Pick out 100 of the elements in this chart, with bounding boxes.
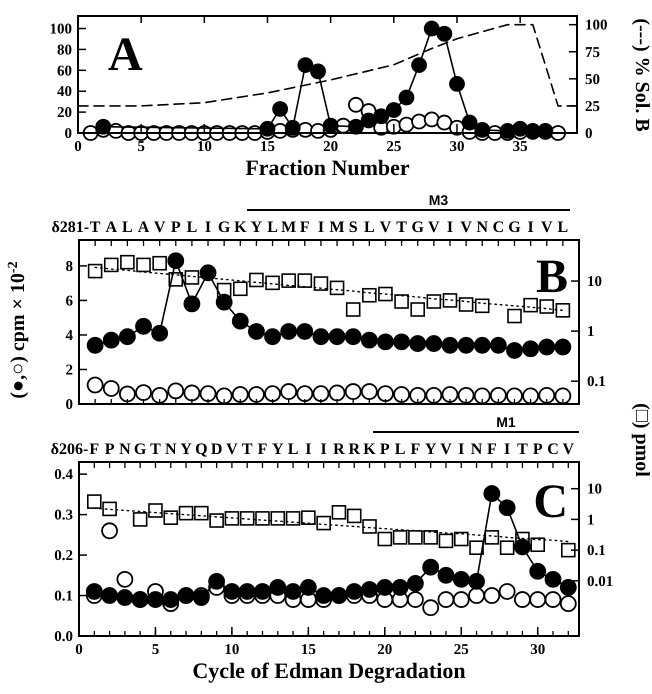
x-tick-label: T [90,219,101,236]
x-tick-label: F [258,441,268,458]
y2-tick-label: 0.01 [587,574,614,590]
x2-tick-label: 20 [377,642,392,658]
x-tick-label: F [89,441,100,458]
y-tick-label: 20 [57,105,72,122]
text: M1 [496,414,516,430]
x-tick-label: V [562,441,575,458]
x-tick-label: S [348,219,358,236]
y2-tick-label: 10 [587,274,602,290]
x2-tick-label: 25 [454,642,469,658]
x-tick-label: I [504,441,510,458]
x-tick-label: R [333,441,346,458]
x-tick-label: F [300,219,310,236]
x-tick-label: I [320,441,327,458]
x-tick-label: P [532,441,543,458]
x-tick-label: V [460,219,472,236]
x-tick-label: T [396,219,408,236]
y-tick-label: 2 [66,362,73,378]
x-tick-label: I [318,219,324,236]
x-tick-label: C [492,219,504,236]
y2-tick-label: 0.1 [587,374,606,390]
x-tick-label: Y [250,219,263,236]
x-tick-label: 35 [512,139,528,155]
y2-axis-title: (---) % Sol. B [631,18,652,132]
x-axis-title: Cycle of Edman Degradation [192,658,466,683]
text: δ206- [50,441,88,458]
x-tick-label: L [394,441,406,458]
x2-tick-label: 10 [224,642,240,658]
x-tick-label: V [226,441,238,458]
y-tick-label: 0.4 [54,467,74,484]
x-tick-label: I [204,219,212,236]
y-tick-label: 6 [66,293,74,310]
y2-tick-label: 75 [585,44,600,61]
y2-tick-label: 0 [585,126,592,142]
x-tick-label: P [170,219,181,236]
y-tick-label: 60 [57,63,72,80]
x-tick-label: V [154,219,166,236]
x2-tick-label: 5 [152,642,160,658]
x-tick-label: P [380,441,390,458]
x-tick-label: V [440,441,452,458]
x-tick-label: 30 [449,139,464,155]
x-tick-label: T [242,441,253,458]
x2-tick-label: 30 [530,642,546,658]
x-tick-label: L [186,219,198,236]
x2-tick-label: 15 [300,642,316,658]
y-tick-label: 0 [66,397,73,413]
x-tick-label: K [234,219,248,236]
x-tick-label: T [150,441,162,458]
x-tick-label: Y [272,441,284,458]
y-tick-label: 0.0 [54,629,73,645]
y2-tick-label: 10 [587,482,602,498]
annotation: A [108,28,143,81]
x-tick-label: N [470,441,483,458]
x-tick-label: V [380,219,392,236]
x-tick-label: 15 [260,139,275,155]
x-tick-label: T [517,441,528,458]
x-tick-label: N [164,441,177,458]
x-tick-label: L [558,219,568,236]
x-tick-label: D [210,441,222,458]
x-tick-label: N [476,219,488,236]
y-tick-label: 0.2 [54,548,73,564]
x-tick-label: L [288,441,298,458]
y2-tick-label: 1 [587,512,594,528]
x-tick-label: I [305,441,312,458]
x-tick-label: G [218,219,231,236]
x-tick-label: K [363,441,376,458]
y2-tick-label: 100 [585,18,608,34]
x-tick-label: R [348,441,360,458]
y2-tick-label: 50 [585,72,600,88]
x-tick-label: Q [195,441,208,458]
annotation: B [536,250,568,303]
x-tick-label: A [105,219,118,236]
x-tick-label: L [267,219,278,236]
x-tick-label: 20 [323,139,338,155]
x-tick-label: G [508,219,522,236]
y-tick-label: 0.3 [54,508,73,524]
y2-tick-label: 0.1 [587,543,606,560]
x-tick-label: I [458,441,464,458]
x-tick-label: G [411,219,424,236]
x-tick-label: F [486,441,497,458]
x-tick-label: G [134,441,147,458]
text: δ281- [51,219,90,236]
y2-tick-label: 1 [587,324,594,340]
y-tick-label: 4 [66,328,74,344]
x-tick-label: M [330,219,345,236]
x-tick-label: N [119,441,132,458]
y-tick-label: 8 [66,258,73,275]
y-tick-label: 80 [57,42,72,58]
annotation: C [533,475,568,528]
x-tick-label: Y [424,441,437,458]
x-tick-label: C [547,441,559,458]
y-tick-label: 40 [57,84,72,100]
x-tick-label: P [104,441,115,458]
x-tick-label: Y [180,441,192,458]
x-tick-label: 10 [196,139,212,155]
x-axis-title: Fraction Number [245,155,410,180]
y2-tick-label: 25 [585,98,600,115]
x-tick-label: 25 [386,139,402,155]
y-tick-label: 0 [64,126,72,142]
